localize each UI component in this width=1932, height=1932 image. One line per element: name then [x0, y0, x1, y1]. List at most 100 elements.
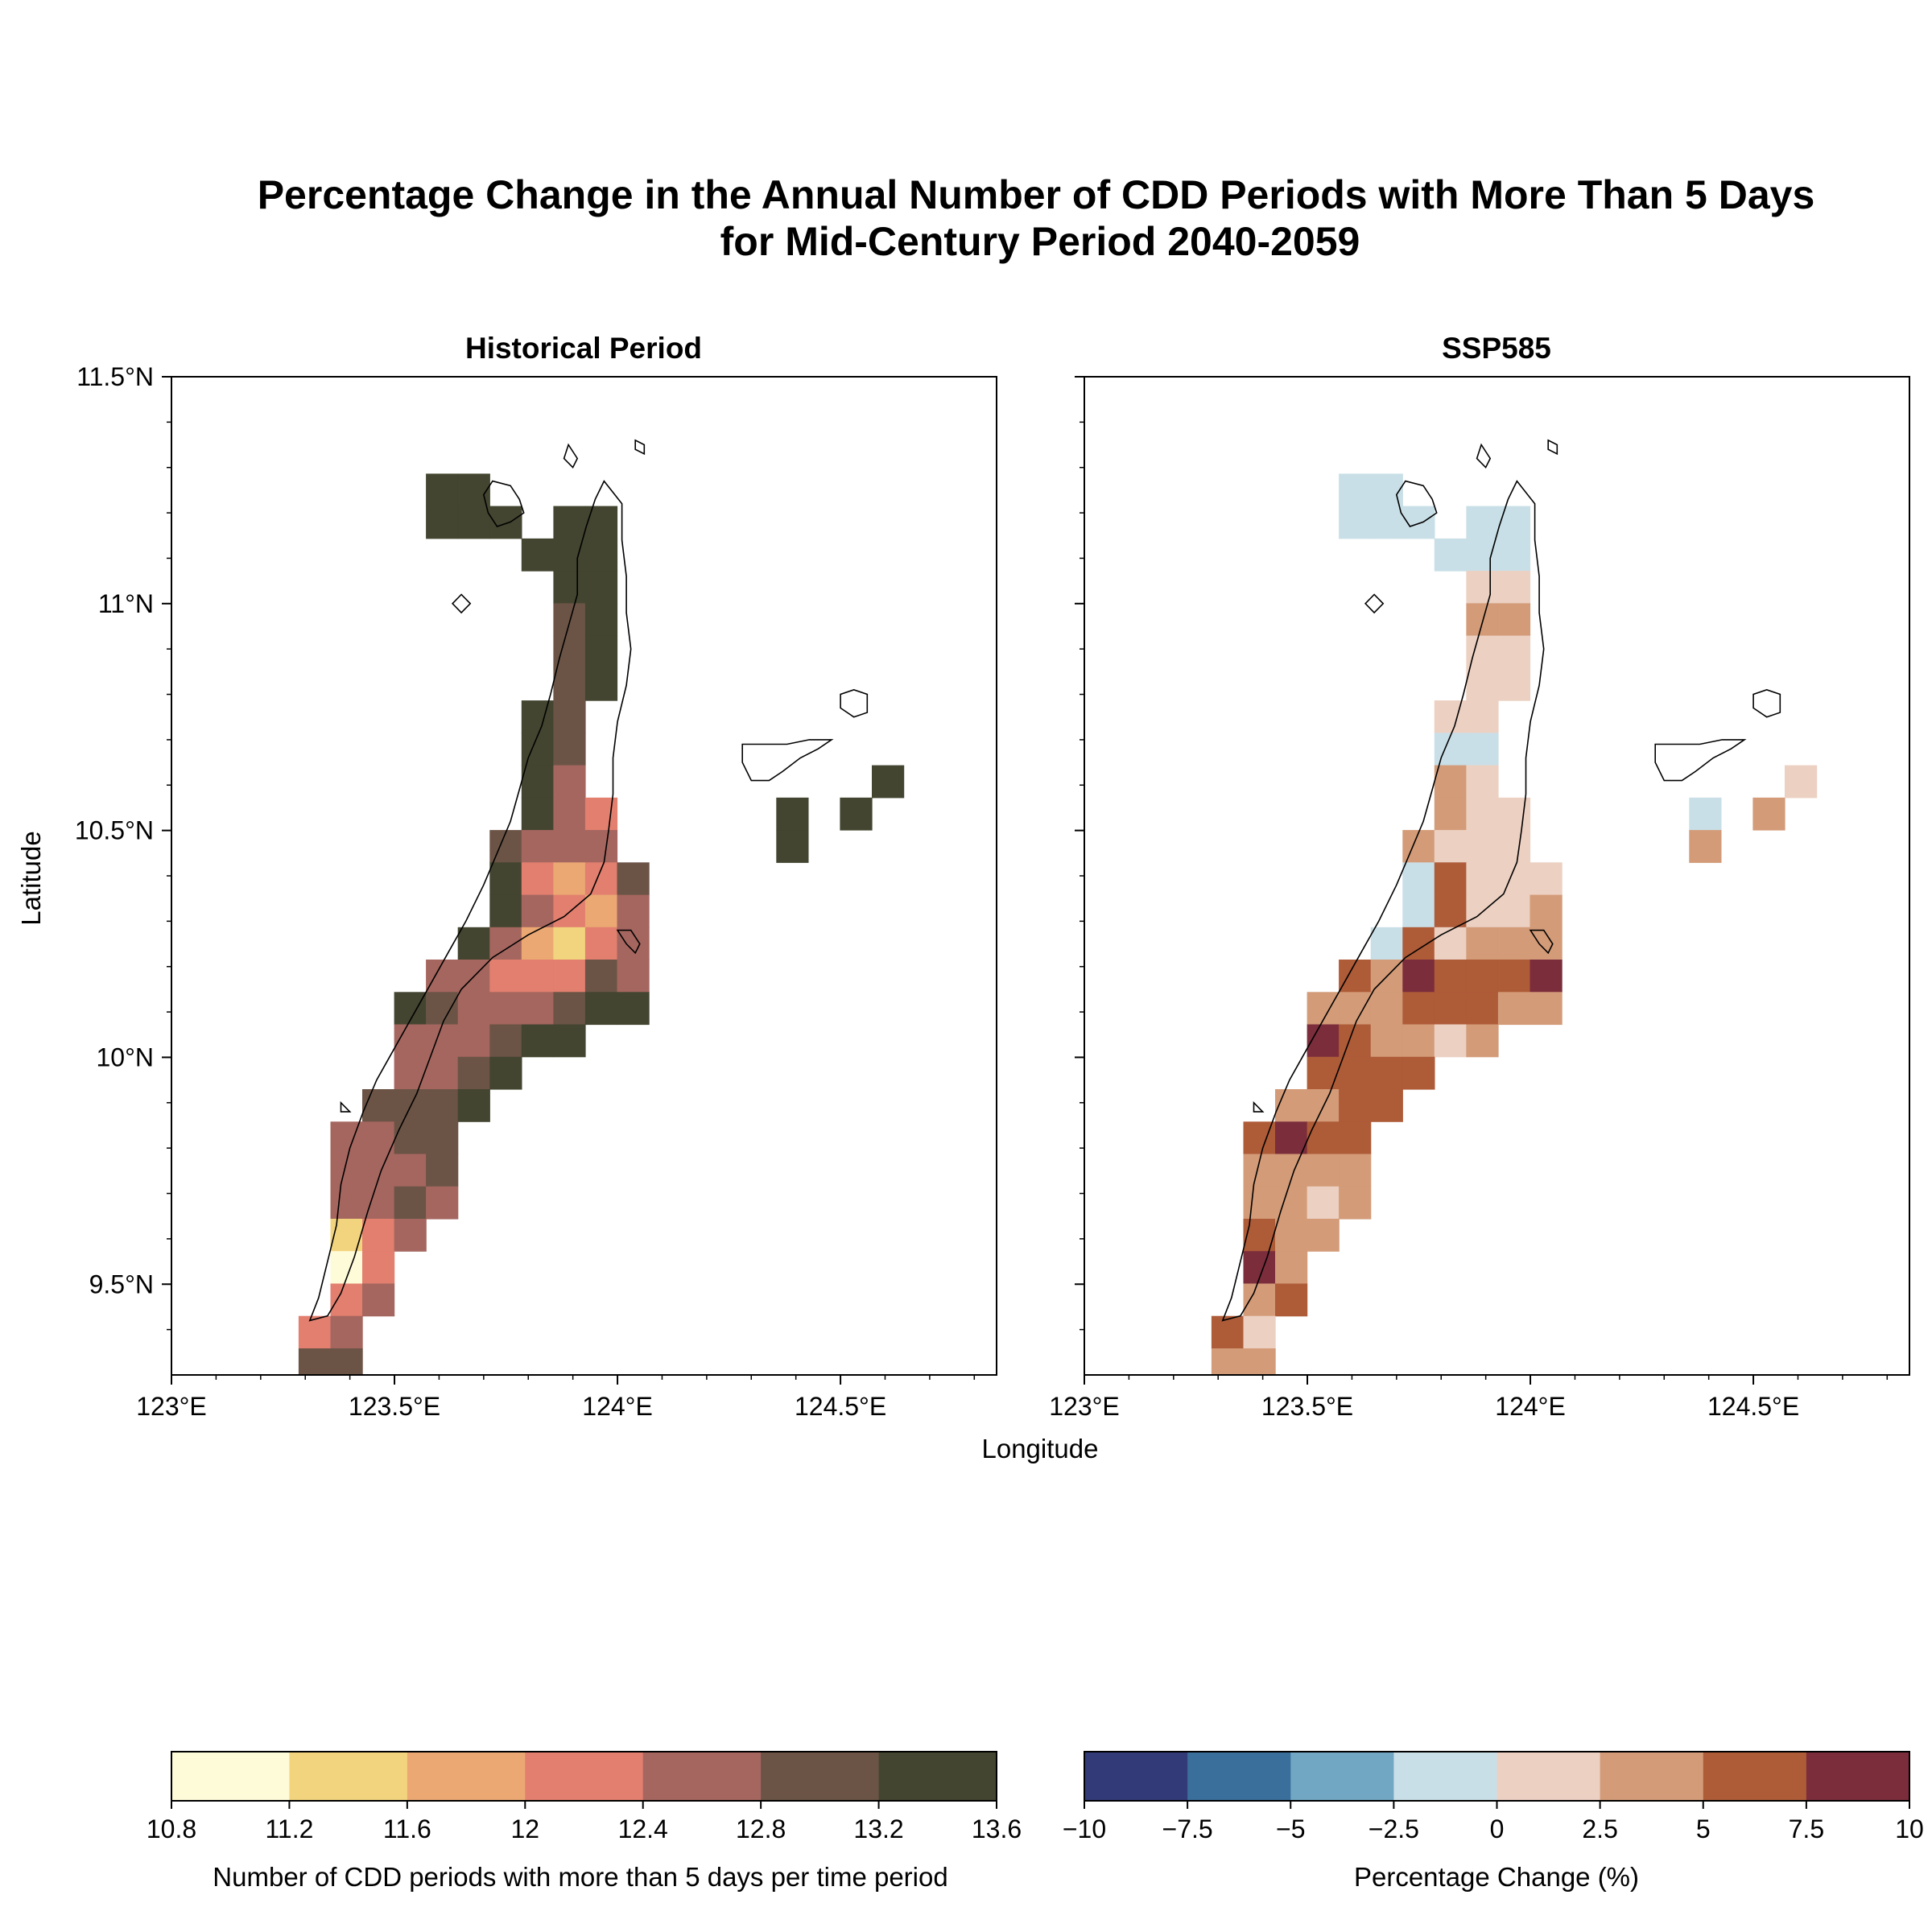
- historical-colorbar-label: Number of CDD periods with more than 5 d…: [213, 1862, 947, 1892]
- map-cell: [553, 667, 586, 701]
- map-cell: [521, 538, 554, 572]
- map-cell: [1530, 862, 1563, 896]
- ssp585-axis-ticks: 123°E 123.5°E 124°E 124.5°E: [1049, 376, 1889, 1421]
- map-cell: [330, 1348, 363, 1375]
- map-cell: [1466, 765, 1499, 799]
- map-cell: [1530, 927, 1563, 960]
- map-cell: [1402, 1024, 1435, 1058]
- map-cell: [1434, 862, 1467, 896]
- map-cell: [553, 1024, 586, 1058]
- x-axis-label: Longitude: [982, 1434, 1099, 1463]
- historical-coastline: [308, 439, 869, 1322]
- map-cell: [489, 960, 522, 993]
- coastline-path: [1529, 929, 1554, 955]
- map-cell: [1275, 1283, 1308, 1317]
- map-cell: [1402, 960, 1435, 993]
- coastline-path: [1547, 439, 1558, 456]
- map-cell: [1752, 797, 1785, 831]
- map-cell: [1466, 538, 1499, 572]
- map-cell: [1339, 1024, 1372, 1058]
- map-cell: [553, 797, 586, 831]
- change-colorbar-swatch: [1703, 1752, 1807, 1801]
- map-cell: [1434, 765, 1467, 799]
- change-colorbar-tick-label: −2.5: [1368, 1814, 1419, 1843]
- right-panel-title: SSP585: [1442, 332, 1551, 365]
- map-cell: [776, 830, 809, 863]
- map-cell: [1402, 894, 1435, 928]
- map-cell: [1689, 830, 1722, 863]
- map-cell: [1370, 1089, 1403, 1122]
- coastline-path: [1476, 443, 1492, 469]
- map-cell: [521, 927, 554, 960]
- coastline-path: [1221, 480, 1545, 1322]
- map-cell: [1370, 506, 1403, 539]
- coastline-path: [1253, 1100, 1265, 1113]
- left-panel-title: Historical Period: [465, 332, 702, 365]
- map-cell: [553, 571, 586, 604]
- map-cell: [521, 700, 554, 733]
- map-cell: [394, 1121, 427, 1155]
- map-cell: [553, 700, 586, 733]
- historical-colorbar-tick-label: 12.8: [736, 1814, 786, 1843]
- coastline-path: [741, 739, 834, 782]
- map-cell: [362, 1121, 395, 1155]
- map-cell: [1466, 700, 1499, 733]
- map-cell: [1275, 1219, 1308, 1252]
- historical-colorbar-tick-label: 10.8: [147, 1814, 196, 1843]
- map-cell: [617, 960, 650, 993]
- coastline-path: [1395, 480, 1438, 527]
- lat-tick-label: 10°N: [97, 1042, 155, 1071]
- map-cell: [1466, 1024, 1499, 1058]
- map-cell: [1275, 1089, 1308, 1122]
- map-cell: [840, 797, 873, 831]
- map-cell: [1275, 1251, 1308, 1284]
- map-cell: [1434, 830, 1467, 863]
- change-colorbar-swatch: [1393, 1752, 1497, 1801]
- historical-colorbar-frame: [171, 1751, 997, 1802]
- map-cell: [1497, 571, 1531, 604]
- map-cell: [553, 506, 586, 539]
- map-cell: [394, 1056, 427, 1090]
- lon-tick-label: 123.5°E: [349, 1392, 440, 1421]
- lat-tick-label: 9.5°N: [89, 1269, 154, 1298]
- map-cell: [1339, 1186, 1372, 1220]
- map-cell: [1243, 1348, 1276, 1375]
- map-cell: [872, 765, 905, 799]
- coastline-path: [840, 689, 869, 718]
- historical-colorbar-swatch: [289, 1752, 408, 1801]
- map-cell: [553, 765, 586, 799]
- map-cell: [1466, 830, 1499, 863]
- map-cell: [1339, 1056, 1372, 1090]
- change-colorbar-tick-label: 7.5: [1789, 1814, 1824, 1843]
- map-cell: [426, 1186, 459, 1220]
- map-cell: [584, 506, 618, 539]
- lon-tick-label: 124.5°E: [795, 1392, 886, 1421]
- map-cell: [1497, 992, 1531, 1026]
- map-cell: [298, 1348, 332, 1375]
- map-cell: [1339, 473, 1372, 507]
- map-cell: [362, 1283, 395, 1317]
- map-cell: [362, 1219, 395, 1252]
- map-cell: [1434, 700, 1467, 733]
- change-colorbar-swatch: [1496, 1752, 1601, 1801]
- lon-tick-label: 123.5°E: [1261, 1392, 1353, 1421]
- map-cell: [457, 1056, 490, 1090]
- map-cell: [394, 1024, 427, 1058]
- map-cell: [1497, 506, 1531, 539]
- map-cell: [1339, 506, 1372, 539]
- map-cell: [489, 894, 522, 928]
- map-cell: [426, 960, 459, 993]
- coastline-path: [634, 439, 646, 456]
- map-cell: [489, 927, 522, 960]
- y-axis-label: Latitude: [16, 831, 46, 925]
- change-colorbar-swatch: [1600, 1752, 1704, 1801]
- map-cell: [426, 1089, 459, 1122]
- map-cell: [426, 473, 459, 507]
- map-cell: [1370, 1056, 1403, 1090]
- map-cell: [1497, 960, 1531, 993]
- historical-colorbar-swatch: [642, 1752, 762, 1801]
- lat-tick-label: 11.5°N: [76, 362, 154, 391]
- map-cell: [1434, 927, 1467, 960]
- map-cell: [1211, 1348, 1245, 1375]
